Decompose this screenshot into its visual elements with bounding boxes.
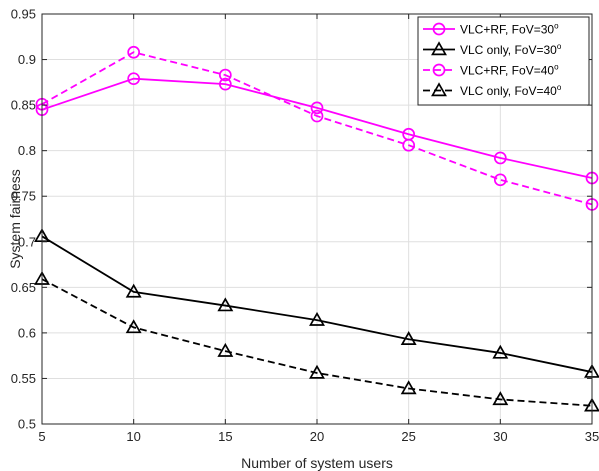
legend-label-text: VLC only, FoV=30	[460, 43, 557, 57]
legend-label-superscript: o	[557, 83, 562, 92]
x-tick-label: 10	[126, 429, 140, 444]
y-tick-label: 0.55	[11, 371, 36, 386]
x-tick-label: 20	[310, 429, 324, 444]
legend-label-superscript: o	[554, 22, 559, 31]
legend-label: VLC+RF, FoV=30o	[460, 22, 559, 37]
legend-label: VLC only, FoV=30o	[460, 42, 562, 57]
x-tick-label: 25	[401, 429, 415, 444]
x-axis-label: Number of system users	[241, 455, 393, 471]
y-tick-label: 0.95	[11, 7, 36, 22]
y-tick-label: 0.65	[11, 280, 36, 295]
y-tick-label: 0.6	[18, 325, 36, 340]
x-tick-label: 30	[493, 429, 507, 444]
x-tick-label: 5	[38, 429, 45, 444]
y-tick-label: 0.5	[18, 417, 36, 432]
y-axis-label: System fairness	[7, 169, 23, 269]
legend-label: VLC+RF, FoV=40o	[460, 63, 559, 78]
x-tick-label: 35	[585, 429, 599, 444]
y-tick-label: 0.8	[18, 143, 36, 158]
legend-label-superscript: o	[557, 42, 562, 51]
legend-label-text: VLC+RF, FoV=40	[460, 64, 554, 78]
legend-label-text: VLC+RF, FoV=30	[460, 23, 554, 37]
legend-label-text: VLC only, FoV=40	[460, 84, 557, 98]
y-tick-label: 0.9	[18, 52, 36, 67]
legend-label: VLC only, FoV=40o	[460, 83, 562, 98]
y-tick-label: 0.85	[11, 98, 36, 113]
x-tick-label: 15	[218, 429, 232, 444]
legend-label-superscript: o	[554, 63, 559, 72]
